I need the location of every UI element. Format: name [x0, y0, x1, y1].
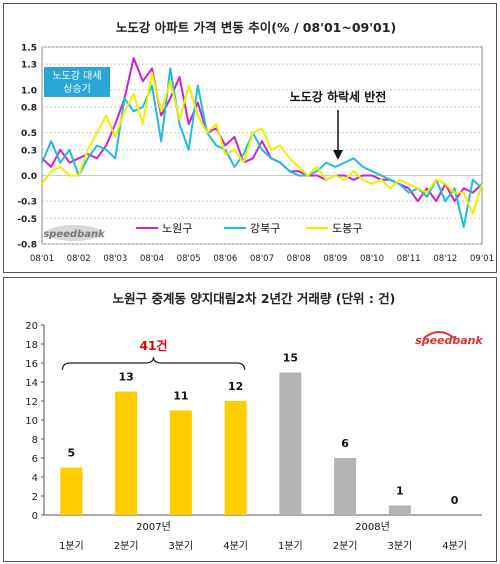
speedbank-logo: speedbank	[415, 331, 484, 347]
y-tick-label: 1.0	[21, 86, 37, 96]
x-tick-label: 08'11	[397, 254, 421, 264]
price-trend-panel: 노도강 아파트 가격 변동 추이(% / 08'01~09'01) 1.5 1.3…	[3, 3, 497, 273]
data-label: 0	[451, 494, 459, 507]
axes	[41, 324, 482, 516]
rise-callout: 노도강 대세 상승기	[44, 67, 110, 97]
data-label: 6	[341, 437, 349, 450]
x-tick-label: 2분기	[114, 540, 139, 552]
series-lines	[41, 57, 483, 228]
y-tick-labels: 1.5 1.3 1.0 0.8 0.5 0.3 0.0 -0.3 -0.5 -0.8	[17, 44, 37, 251]
group-label: 2008년	[355, 521, 390, 533]
bar	[388, 505, 411, 515]
x-tick-label: 08'10	[360, 254, 384, 264]
y-tick-label: -0.3	[17, 198, 37, 208]
y-tick-label: 0.3	[21, 146, 37, 156]
bars	[60, 372, 411, 515]
bar	[115, 391, 138, 515]
decline-arrow-head	[333, 150, 343, 160]
y-tick-label: 20	[25, 321, 38, 332]
y-tick-labels: 0 2 4 6 8 10 12 14 16 18 20	[25, 321, 38, 522]
group-labels: 2007년 2008년	[136, 521, 390, 533]
y-tick-label: -0.8	[17, 241, 37, 251]
x-tick-labels: 08'01 08'02 08'03 08'04 08'05 08'06 08'07 08'08…	[30, 254, 494, 264]
callout-line-1: 노도강 대세	[52, 70, 101, 82]
price-trend-chart: 노도강 아파트 가격 변동 추이(% / 08'01~09'01) 1.5 1.3…	[17, 20, 494, 264]
speedbank-logo: speedbank	[43, 225, 106, 241]
y-tick-label: 0	[32, 511, 38, 522]
x-tick-label: 08'06	[213, 254, 237, 264]
x-tick-labels: 1분기 2분기 3분기 4분기 1분기 2분기 3분기 4분기	[59, 540, 467, 552]
series-line	[41, 57, 483, 203]
y-tick-label: 12	[25, 397, 38, 408]
data-label: 12	[228, 380, 243, 393]
svg-text:speedbank: speedbank	[43, 229, 106, 240]
x-tick-label: 2분기	[333, 540, 358, 552]
x-tick-label: 09'01	[470, 254, 494, 264]
x-tick-label: 1분기	[59, 540, 84, 552]
y-tick-label: -0.5	[17, 215, 37, 225]
y-tick-label: 8	[32, 435, 38, 446]
legend-label: 강북구	[250, 222, 280, 235]
total-brace: 41건	[61, 338, 246, 371]
legend: 노원구 강북구 도봉구	[136, 222, 362, 235]
x-tick-label: 08'08	[287, 254, 311, 264]
y-tick-label: 18	[25, 340, 38, 351]
data-label: 5	[68, 447, 76, 460]
x-tick-label: 08'04	[140, 254, 164, 264]
bar	[279, 372, 302, 515]
x-tick-label: 4분기	[223, 540, 248, 552]
data-label: 13	[118, 371, 133, 384]
bar	[334, 458, 357, 515]
chart-title: 노도강 아파트 가격 변동 추이(% / 08'01~09'01)	[116, 20, 396, 35]
y-tick-label: 6	[32, 454, 38, 465]
x-tick-label: 08'05	[177, 254, 201, 264]
data-labels: 5 13 11 12 15 6 1 0	[68, 352, 459, 508]
y-tick-label: 1.3	[21, 61, 37, 71]
legend-label: 노원구	[162, 222, 192, 235]
y-tick-label: 1.5	[21, 44, 37, 54]
y-tick-label: 14	[25, 378, 38, 389]
y-tick-label: 2	[32, 492, 38, 503]
x-tick-label: 1분기	[278, 540, 303, 552]
bar	[224, 401, 247, 515]
data-label: 1	[396, 485, 404, 498]
callout-line-2: 상승기	[63, 83, 91, 95]
svg-text:speedbank: speedbank	[415, 334, 483, 347]
bar	[60, 467, 83, 515]
x-tick-label: 08'12	[433, 254, 457, 264]
x-tick-label: 08'09	[323, 254, 347, 264]
series-line	[41, 71, 483, 215]
y-tick-label: 16	[25, 359, 38, 370]
y-tick-label: 0.5	[21, 129, 37, 139]
x-tick-label: 3분기	[168, 540, 193, 552]
legend-label: 도봉구	[332, 222, 362, 235]
data-label: 11	[173, 390, 188, 403]
x-tick-label: 08'07	[250, 254, 274, 264]
x-tick-label: 08'03	[103, 254, 127, 264]
series-line	[41, 67, 483, 228]
data-label: 15	[283, 352, 298, 365]
x-tick-label: 08'02	[67, 254, 91, 264]
brace	[61, 356, 246, 371]
callout-box	[44, 67, 110, 97]
transaction-bar-chart: 노원구 중계동 양지대림2차 2년간 거래량 (단위 : 건) speedban…	[25, 291, 484, 552]
y-tick-label: 0.8	[21, 103, 37, 113]
y-tick-label: 10	[25, 416, 38, 427]
x-tick-label: 4분기	[442, 540, 467, 552]
group-label: 2007년	[136, 521, 171, 533]
decline-text: 노도강 하락세 반전	[290, 89, 387, 104]
brace-label: 41건	[140, 338, 168, 353]
decline-annotation: 노도강 하락세 반전	[290, 89, 387, 160]
x-tick-label: 3분기	[387, 540, 412, 552]
bar	[169, 410, 192, 515]
y-tick-label: 0.0	[21, 172, 37, 182]
chart-title: 노원구 중계동 양지대림2차 2년간 거래량 (단위 : 건)	[113, 291, 396, 306]
y-tick-label: 4	[32, 473, 38, 484]
transaction-panel: 노원구 중계동 양지대림2차 2년간 거래량 (단위 : 건) speedban…	[3, 277, 497, 562]
x-tick-label: 08'01	[30, 254, 54, 264]
